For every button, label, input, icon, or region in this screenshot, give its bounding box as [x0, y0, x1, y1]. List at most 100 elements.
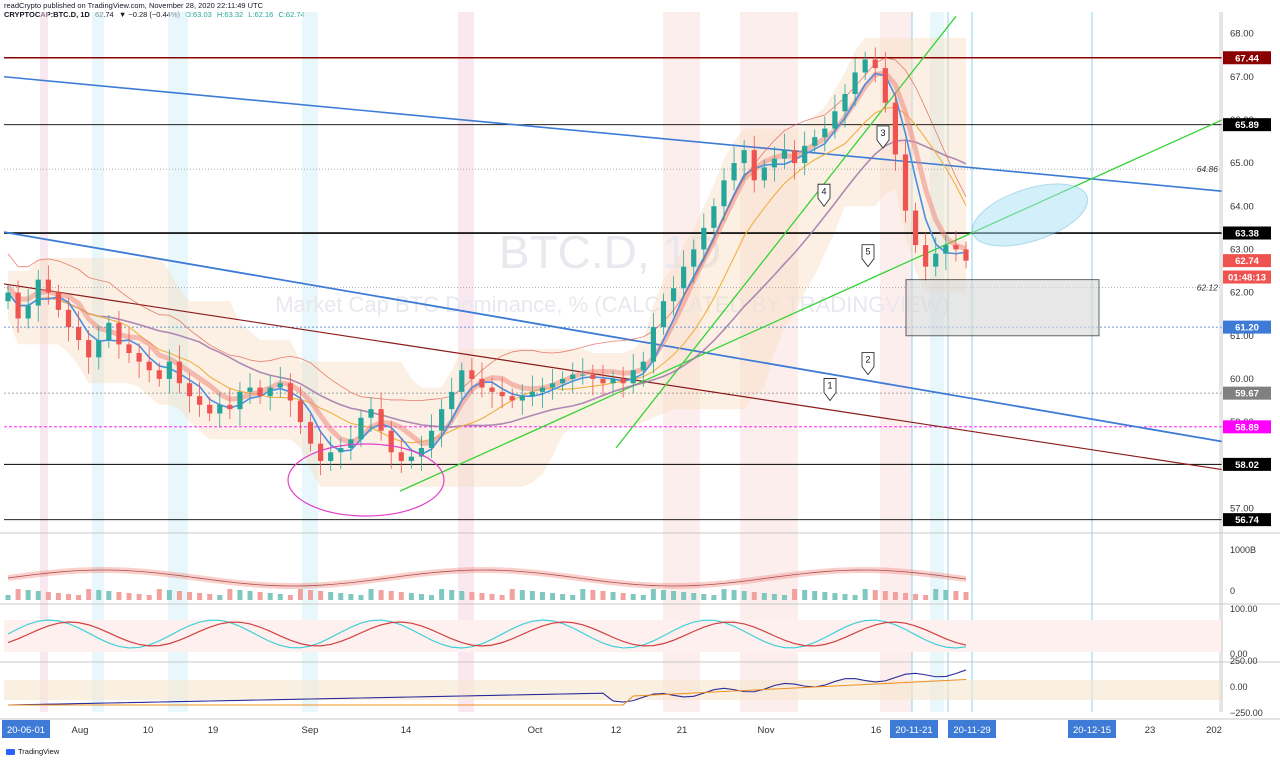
volume-bar	[650, 589, 656, 600]
event-callout-shape	[823, 378, 837, 402]
candle	[580, 358, 586, 385]
candle	[257, 379, 263, 404]
indicator-tick-label: 250.00	[1230, 656, 1258, 666]
candle	[489, 377, 495, 409]
candle-body	[549, 383, 556, 388]
volume-bar	[5, 595, 11, 600]
highlight-band	[458, 12, 474, 712]
volume-bar	[187, 592, 193, 600]
volume-bar	[267, 593, 273, 600]
event-callout-label: 2	[865, 355, 870, 365]
candle-body	[439, 409, 445, 431]
price-label-box	[1223, 457, 1271, 471]
event-callout-shape	[861, 352, 875, 376]
candle	[912, 202, 919, 253]
volume-bar	[388, 591, 394, 600]
candle	[217, 392, 223, 428]
candle	[842, 84, 848, 128]
time-tick-label: 12	[611, 725, 622, 736]
volume-bar	[902, 593, 908, 600]
price-label-box	[1223, 51, 1271, 65]
candle-body	[822, 128, 828, 138]
highlight-band	[930, 12, 944, 712]
indicator-tick-label: 0	[1230, 586, 1235, 596]
price-axis: 68.0067.0066.0065.0064.0063.0062.0061.00…	[1221, 12, 1271, 712]
candle-body	[338, 447, 344, 453]
time-tick: 20-11-21	[890, 720, 938, 738]
candle-body	[418, 447, 425, 457]
volume-bar	[459, 591, 465, 600]
volume-bar	[116, 592, 122, 600]
candle	[791, 140, 798, 180]
candle-body	[560, 378, 566, 384]
candle-body	[802, 145, 808, 164]
oscillator-band	[4, 680, 1222, 700]
last-price: 62.74	[94, 10, 114, 19]
candle-body	[247, 387, 253, 392]
time-tick: 202	[1206, 725, 1222, 736]
candle	[640, 351, 646, 387]
time-tick-label: Oct	[528, 725, 543, 736]
candle-body	[428, 430, 435, 448]
event-callout-label: 3	[880, 128, 885, 138]
time-tick-badge	[948, 720, 996, 738]
candle-body	[912, 210, 919, 246]
candle-body	[358, 417, 364, 440]
trend-line	[3, 75, 1223, 192]
candle	[670, 276, 677, 316]
indicator-tick-label: 100.00	[1230, 604, 1258, 614]
candle	[650, 312, 656, 374]
volume-bar	[25, 590, 31, 600]
candle-body	[116, 322, 122, 345]
candle-body	[479, 378, 485, 388]
candle-body	[620, 378, 626, 384]
time-tick-label: Aug	[72, 725, 89, 736]
dotted-level-label: 64.86	[1197, 164, 1219, 174]
event-callout-label: 1	[827, 381, 832, 391]
candle-body	[207, 404, 213, 414]
candle	[307, 414, 314, 452]
candle-body	[933, 253, 939, 267]
volume-bar	[691, 593, 697, 600]
price-label-box	[1223, 320, 1271, 334]
time-tick: 14	[401, 725, 412, 736]
candle	[45, 265, 51, 305]
candle-body	[872, 59, 878, 69]
price-label-badge: 58.02	[1223, 457, 1271, 471]
candle	[660, 293, 667, 335]
candle	[35, 269, 41, 322]
candle	[408, 448, 414, 469]
candle-body	[318, 443, 324, 461]
volume-bar	[681, 592, 687, 600]
candle	[822, 116, 828, 152]
time-tick-badge	[890, 720, 938, 738]
volume-bar	[247, 591, 253, 600]
volume-bar	[671, 591, 677, 600]
candle-body	[65, 309, 72, 328]
volume-bar	[731, 590, 737, 600]
candle-body	[297, 400, 304, 423]
candle-body	[176, 361, 183, 384]
price-label-box	[1223, 513, 1271, 527]
candle	[106, 315, 112, 348]
volume-bar	[35, 591, 41, 600]
oscillator-signal-line	[8, 678, 967, 706]
candle	[368, 397, 374, 433]
volume-bar	[408, 593, 414, 600]
volume-bar	[862, 589, 868, 600]
candle-body	[217, 404, 223, 414]
candle	[227, 388, 233, 420]
footer-brand[interactable]: TradingView	[6, 747, 59, 756]
candle	[247, 373, 253, 404]
candle-body	[701, 227, 707, 250]
price-tick-label: 61.00	[1230, 331, 1254, 342]
volume-bar	[781, 595, 787, 600]
publisher-line: readCrypto published on TradingView.com,…	[4, 1, 264, 10]
volume-bar	[842, 594, 848, 600]
volume-bar	[66, 594, 72, 600]
candle-body	[943, 245, 949, 254]
candle	[539, 377, 546, 409]
candle	[499, 377, 505, 409]
candle	[771, 146, 777, 182]
